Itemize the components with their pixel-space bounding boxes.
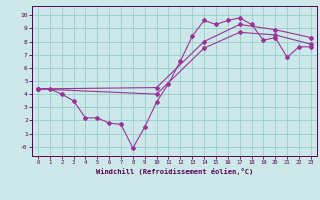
X-axis label: Windchill (Refroidissement éolien,°C): Windchill (Refroidissement éolien,°C) [96,168,253,175]
